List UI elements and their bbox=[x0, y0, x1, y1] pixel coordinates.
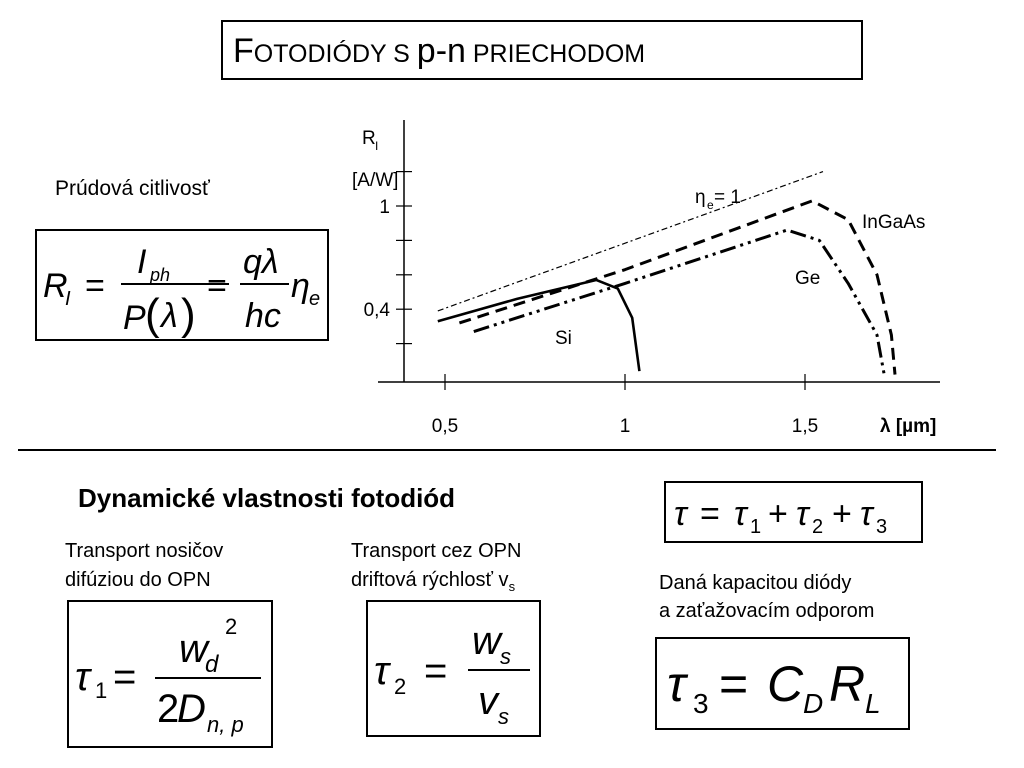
svg-text:2: 2 bbox=[394, 674, 406, 699]
svg-text:d: d bbox=[205, 651, 219, 678]
title-part-1: OTODIÓDY S bbox=[253, 40, 417, 68]
svg-text:2: 2 bbox=[157, 687, 179, 731]
svg-text:w: w bbox=[179, 627, 211, 671]
y-tick-label: 1 bbox=[379, 197, 390, 218]
x-tick-label: 1 bbox=[620, 416, 631, 437]
tau1-formula: τ 1 = w d 2 2 D n, p bbox=[75, 614, 261, 737]
svg-text:τ: τ bbox=[374, 649, 392, 693]
series-line-dashed bbox=[458, 199, 897, 375]
title-first-letter: F bbox=[233, 32, 254, 70]
svg-text:e: e bbox=[309, 288, 320, 310]
series-line-dashdot-thin bbox=[437, 171, 824, 312]
sensitivity-label: Prúdová citlivosť bbox=[55, 177, 210, 200]
svg-text:w: w bbox=[472, 619, 504, 663]
title-part-2: PRIECHODOM bbox=[465, 40, 646, 68]
x-axis-label: λ [µm] bbox=[880, 416, 936, 437]
svg-text:3: 3 bbox=[876, 516, 887, 538]
svg-text:L: L bbox=[865, 688, 881, 719]
svg-text:ph: ph bbox=[149, 265, 170, 285]
svg-text:τ: τ bbox=[796, 495, 811, 533]
responsivity-formula: R I = I ph P ( λ ) = qλ hc η e bbox=[43, 243, 320, 339]
capacity-line1: Daná kapacitou diódy bbox=[659, 572, 852, 594]
svg-text:τ: τ bbox=[75, 655, 93, 699]
x-tick-label: 1,5 bbox=[792, 416, 818, 437]
series-label-si: Si bbox=[555, 328, 572, 349]
tau-total-equation: τ = τ 1 + τ 2 + τ 3 bbox=[664, 481, 923, 543]
svg-text:τ: τ bbox=[860, 495, 875, 533]
svg-text:P: P bbox=[123, 299, 146, 337]
svg-text:η: η bbox=[291, 267, 310, 305]
svg-text:=: = bbox=[719, 656, 748, 712]
y-axis-label: R bbox=[362, 128, 376, 149]
svg-text:I: I bbox=[137, 243, 147, 281]
transport1-line2: difúziou do OPN bbox=[65, 569, 211, 591]
transport2-line2: driftová rýchlosť vs bbox=[351, 569, 515, 594]
svg-text:(: ( bbox=[145, 290, 160, 339]
tau1-equation: τ 1 = w d 2 2 D n, p bbox=[67, 600, 273, 748]
svg-text:n, p: n, p bbox=[207, 712, 244, 737]
svg-text:hc: hc bbox=[245, 297, 281, 335]
svg-text:τ: τ bbox=[734, 495, 749, 533]
dynamic-heading: Dynamické vlastnosti fotodiód bbox=[78, 483, 456, 513]
svg-text:2: 2 bbox=[812, 516, 823, 538]
series-line-dashdotdot bbox=[473, 228, 886, 375]
tau2-equation: τ 2 = w s v s bbox=[366, 600, 541, 737]
svg-text:2: 2 bbox=[225, 614, 237, 639]
svg-text:λ: λ bbox=[159, 297, 178, 335]
series-label-ge: Ge bbox=[795, 268, 820, 289]
page-title: FOTODIÓDY S p-n PRIECHODOM bbox=[233, 32, 645, 71]
svg-text:+: + bbox=[768, 495, 788, 533]
svg-text:D: D bbox=[803, 688, 823, 719]
transport2-line1: Transport cez OPN bbox=[351, 540, 522, 562]
svg-text:τ: τ bbox=[674, 495, 689, 533]
svg-text:R: R bbox=[829, 656, 865, 712]
svg-text:3: 3 bbox=[693, 688, 709, 719]
svg-text:v: v bbox=[478, 679, 500, 723]
svg-text:s: s bbox=[500, 644, 511, 669]
svg-text:τ: τ bbox=[667, 656, 689, 712]
series-label-eta-sub: e bbox=[707, 198, 714, 212]
svg-text:s: s bbox=[498, 704, 509, 729]
x-tick-label: 0,5 bbox=[432, 416, 458, 437]
y-axis-unit: [A/W] bbox=[352, 170, 398, 191]
svg-text:D: D bbox=[177, 687, 206, 731]
series-label-eta-tail: = 1 bbox=[714, 187, 741, 208]
tau2-formula: τ 2 = w s v s bbox=[374, 619, 530, 729]
svg-text:=: = bbox=[700, 495, 720, 533]
title-box: FOTODIÓDY S p-n PRIECHODOM bbox=[221, 20, 863, 80]
svg-text:1: 1 bbox=[95, 678, 107, 703]
y-tick-label: 0,4 bbox=[364, 300, 391, 321]
svg-text:I: I bbox=[65, 288, 71, 310]
svg-text:=: = bbox=[113, 655, 136, 699]
svg-text:): ) bbox=[181, 290, 196, 339]
svg-text:=: = bbox=[424, 649, 447, 693]
responsivity-chart: 0,4 1 0,5 1 1,5 R I [A/W] λ [µm] Si Ge InGaAs η e = 1 bbox=[352, 120, 940, 437]
svg-text:C: C bbox=[767, 656, 804, 712]
svg-text:qλ: qλ bbox=[243, 243, 279, 281]
transport2-line2-text: driftová rýchlosť v bbox=[351, 569, 509, 591]
series-label-ingaas: InGaAs bbox=[862, 212, 925, 233]
transport1-line1: Transport nosičov bbox=[65, 540, 224, 562]
tau-total-formula: τ = τ 1 + τ 2 + τ 3 bbox=[674, 495, 887, 538]
series-line-solid bbox=[437, 278, 641, 372]
svg-text:1: 1 bbox=[750, 516, 761, 538]
capacity-line2: a zaťažovacím odporom bbox=[659, 600, 875, 622]
svg-text:=: = bbox=[85, 267, 105, 305]
svg-text:+: + bbox=[832, 495, 852, 533]
transport2-line2-sub: s bbox=[508, 579, 516, 594]
svg-text:R: R bbox=[43, 267, 68, 305]
title-pn: p-n bbox=[416, 32, 466, 70]
series-label-eta: η bbox=[695, 187, 706, 208]
y-axis-label-sub: I bbox=[375, 139, 378, 153]
responsivity-equation: R I = I ph P ( λ ) = qλ hc η e bbox=[35, 229, 329, 341]
section-divider bbox=[18, 449, 996, 451]
tau3-equation: τ 3 = C D R L bbox=[655, 637, 910, 730]
svg-text:=: = bbox=[207, 267, 227, 305]
tau3-formula: τ 3 = C D R L bbox=[667, 656, 881, 719]
